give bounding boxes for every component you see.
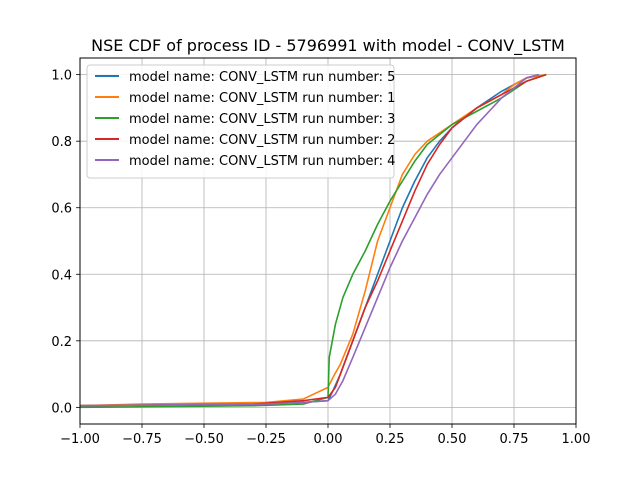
legend-label: model name: CONV_LSTM run number: 2	[129, 133, 395, 148]
legend-label: model name: CONV_LSTM run number: 4	[129, 154, 395, 169]
legend-label: model name: CONV_LSTM run number: 5	[129, 70, 395, 85]
legend-label: model name: CONV_LSTM run number: 1	[129, 91, 395, 106]
x-tick-label: 0.75	[500, 432, 529, 447]
legend-label: model name: CONV_LSTM run number: 3	[129, 112, 395, 127]
x-tick-label: −0.75	[122, 432, 162, 447]
series-line-5	[79, 73, 540, 407]
x-tick-label: 0.00	[314, 432, 343, 447]
x-tick-label: 0.25	[376, 432, 405, 447]
x-tick-label: −1.00	[60, 432, 100, 447]
series-lines	[79, 73, 547, 409]
x-tick-label: 1.00	[562, 432, 591, 447]
y-tick-label: 0.4	[51, 268, 72, 283]
series-line-4	[79, 73, 547, 407]
y-tick-label: 0.2	[51, 335, 72, 350]
y-tick-label: 0.8	[51, 135, 72, 150]
y-tick-label: 0.6	[51, 202, 72, 217]
y-tick-label: 1.0	[51, 69, 72, 84]
x-tick-label: −0.25	[246, 432, 286, 447]
legend: model name: CONV_LSTM run number: 5 model…	[86, 64, 395, 179]
chart-title: NSE CDF of process ID - 5796991 with mod…	[91, 36, 565, 56]
legend-box	[86, 64, 395, 179]
y-tick-label: 0.0	[51, 401, 72, 416]
x-tick-label: −0.50	[184, 432, 224, 447]
axis-ticks: −1.00 −0.75 −0.50 −0.25 0.00 0.25 0.50 0.75 1.00…	[51, 69, 590, 447]
x-tick-label: 0.50	[438, 432, 467, 447]
